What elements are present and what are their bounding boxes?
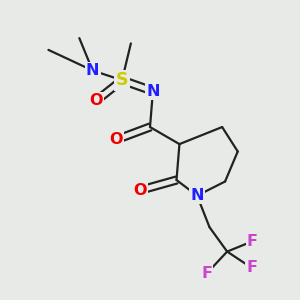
Text: F: F xyxy=(247,234,258,249)
Text: S: S xyxy=(116,71,128,89)
Text: O: O xyxy=(110,132,123,147)
Text: N: N xyxy=(146,84,160,99)
Text: F: F xyxy=(201,266,212,281)
Text: N: N xyxy=(190,188,204,203)
Text: N: N xyxy=(86,63,99,78)
Text: F: F xyxy=(246,260,257,275)
Text: O: O xyxy=(90,93,103,108)
Text: O: O xyxy=(133,183,146,198)
